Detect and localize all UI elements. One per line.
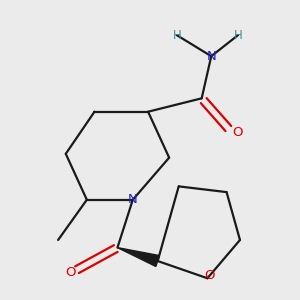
Polygon shape	[118, 248, 160, 266]
Text: H: H	[234, 28, 242, 42]
Text: N: N	[206, 50, 216, 63]
Text: H: H	[172, 28, 181, 42]
Text: O: O	[232, 126, 242, 139]
Text: O: O	[65, 266, 76, 279]
Text: N: N	[128, 193, 138, 206]
Text: O: O	[204, 269, 214, 282]
